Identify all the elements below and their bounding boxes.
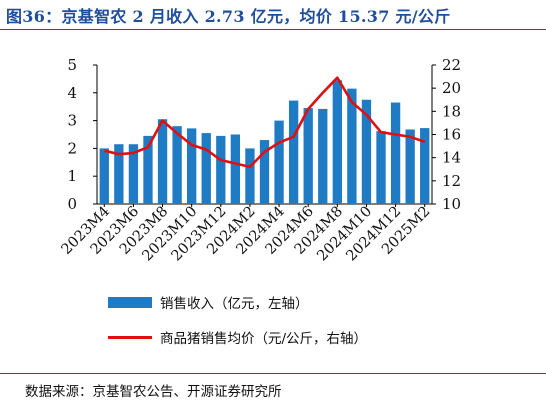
revenue-bar	[405, 129, 415, 204]
revenue-bar	[361, 99, 372, 204]
source-divider	[0, 373, 546, 374]
revenue-bar	[99, 148, 109, 204]
revenue-bar	[303, 108, 313, 204]
right-axis-tick-label: 10	[442, 195, 461, 213]
revenue-bar	[143, 135, 153, 204]
revenue-bar	[216, 135, 226, 204]
legend-bar-label: 销售收入（亿元，左轴）	[160, 296, 309, 312]
revenue-bar	[172, 126, 182, 204]
revenue-bar	[288, 100, 299, 204]
revenue-bar	[157, 119, 168, 204]
legend-bar-swatch	[108, 296, 152, 308]
revenue-bar	[128, 144, 139, 204]
left-axis-tick-label: 3	[67, 112, 77, 130]
left-axis-tick-label: 2	[67, 139, 77, 157]
right-axis-tick-label: 12	[442, 172, 461, 190]
revenue-bar	[376, 131, 386, 204]
revenue-bar	[259, 140, 270, 204]
left-axis-tick-label: 1	[67, 167, 77, 185]
right-axis-tick-label: 16	[442, 126, 461, 144]
source-note: 数据来源：京基智农公告、开源证券研究所	[25, 384, 282, 400]
revenue-bar	[420, 128, 430, 204]
right-axis-tick-label: 14	[442, 149, 461, 167]
right-axis-tick-label: 22	[442, 56, 461, 74]
revenue-bar	[201, 133, 211, 204]
revenue-bar	[230, 134, 241, 204]
revenue-bar	[347, 88, 357, 204]
legend-bar-entry: 销售收入（亿元，左轴）	[108, 292, 309, 312]
revenue-bar	[187, 128, 197, 204]
revenue-bar	[332, 80, 342, 204]
revenue-bar	[114, 144, 124, 204]
left-axis-tick-label: 4	[67, 84, 77, 102]
chart-canvas: 012345101214161820222023M42023M62023M820…	[59, 56, 461, 264]
revenue-bar	[318, 108, 328, 204]
left-axis-tick-label: 0	[67, 195, 77, 213]
revenue-bar	[390, 102, 401, 204]
legend-line-swatch	[108, 335, 152, 339]
title-divider	[0, 29, 546, 30]
legend-line-entry: 商品猪销售均价（元/公斤，右轴）	[108, 327, 367, 347]
price-line	[103, 76, 426, 169]
right-axis-tick-label: 20	[442, 79, 461, 97]
left-axis-tick-label: 5	[67, 56, 77, 74]
legend-line-label: 商品猪销售均价（元/公斤，右轴）	[160, 331, 368, 347]
right-axis-tick-label: 18	[442, 102, 461, 120]
revenue-bar	[274, 120, 284, 204]
revenue-bar	[245, 148, 255, 204]
figure-title: 图36：京基智农 2 月收入 2.73 亿元，均价 15.37 元/公斤	[6, 7, 451, 26]
